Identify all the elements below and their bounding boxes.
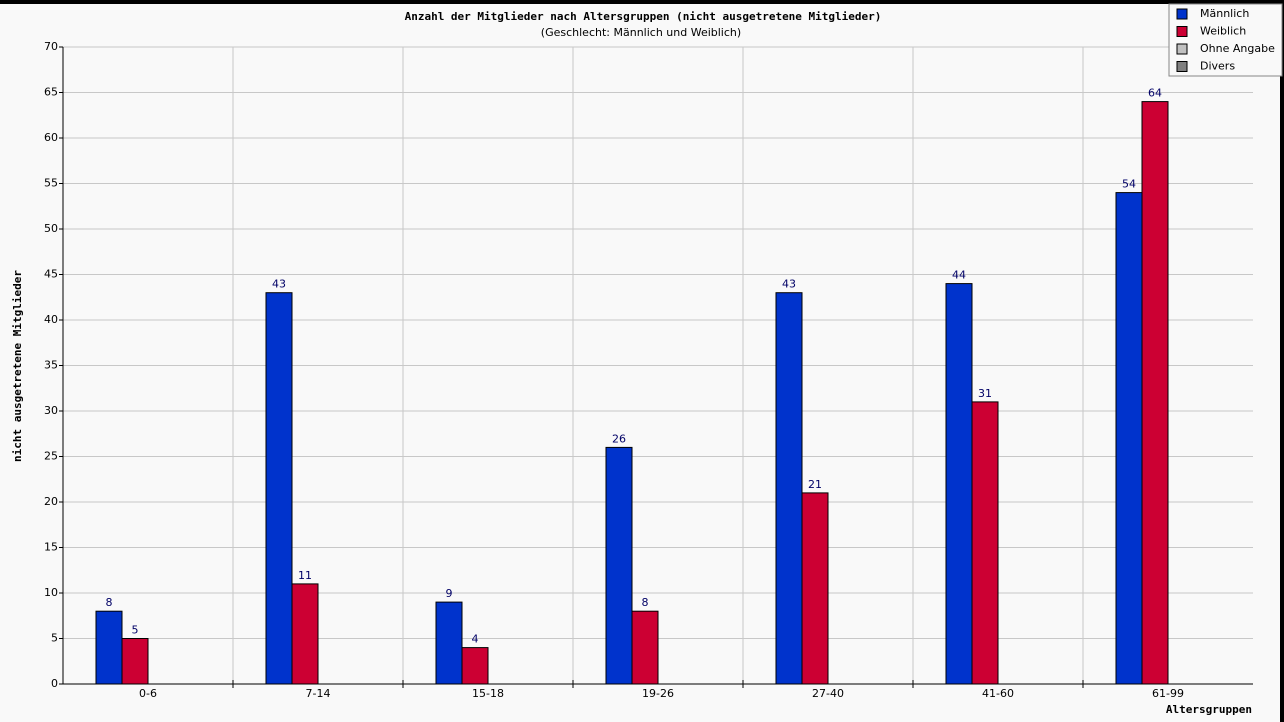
background [0,4,1280,722]
legend-swatch [1176,26,1188,37]
legend-label: Divers [1200,60,1235,73]
value-label: 54 [1122,178,1136,191]
x-tick-label: 7-14 [306,687,331,700]
value-label: 26 [612,432,626,445]
bar [801,492,829,685]
y-axis-label: nicht ausgetretene Mitglieder [11,270,24,462]
chart-title: Anzahl der Mitglieder nach Altersgruppen… [405,10,882,23]
chart-subtitle: (Geschlecht: Männlich und Weiblich) [541,26,741,39]
bar [95,610,123,685]
bar [461,647,489,685]
bar [265,292,293,685]
x-tick-label: 19-26 [642,687,674,700]
bar [121,638,149,685]
y-tick-label: 15 [44,541,58,554]
y-tick-label: 50 [44,222,58,235]
legend-swatch [1176,43,1188,55]
legend-label: Ohne Angabe [1200,42,1275,55]
x-tick-label: 61-99 [1152,687,1184,700]
bar [435,601,463,685]
value-label: 31 [978,387,992,400]
value-label: 64 [1148,87,1162,100]
legend-box [1168,3,1283,77]
bar [1141,101,1169,685]
y-tick-label: 65 [44,86,58,99]
value-label: 5 [132,624,139,637]
y-tick-label: 45 [44,268,58,281]
y-tick-label: 55 [44,177,58,190]
value-label: 43 [272,278,286,291]
x-tick-label: 41-60 [982,687,1014,700]
y-tick-label: 0 [51,677,58,690]
bar [605,446,633,685]
y-tick-label: 20 [44,495,58,508]
value-label: 4 [472,633,479,646]
legend-swatch [1176,61,1188,72]
value-label: 8 [106,596,113,609]
legend-label: Weiblich [1200,25,1246,38]
y-tick-label: 25 [44,450,58,463]
bar [631,610,659,685]
bar [775,292,803,685]
x-axis-label: Altersgruppen [1166,703,1252,716]
x-tick-label: 0-6 [139,687,157,700]
value-label: 11 [298,569,312,582]
value-label: 21 [808,478,822,491]
y-tick-label: 5 [51,632,58,645]
value-label: 9 [446,587,453,600]
y-tick-label: 30 [44,404,58,417]
bar [1115,192,1143,685]
bar [291,583,319,685]
x-tick-label: 27-40 [812,687,844,700]
x-tick-label: 15-18 [472,687,504,700]
y-tick-label: 70 [44,40,58,53]
y-tick-label: 35 [44,359,58,372]
y-tick-label: 40 [44,313,58,326]
value-label: 44 [952,269,966,282]
y-tick-label: 10 [44,586,58,599]
bar [945,283,973,685]
value-label: 43 [782,278,796,291]
legend-label: Männlich [1200,7,1249,20]
legend-swatch [1176,8,1188,20]
y-tick-label: 60 [44,131,58,144]
value-label: 8 [642,596,649,609]
bar [971,401,999,685]
